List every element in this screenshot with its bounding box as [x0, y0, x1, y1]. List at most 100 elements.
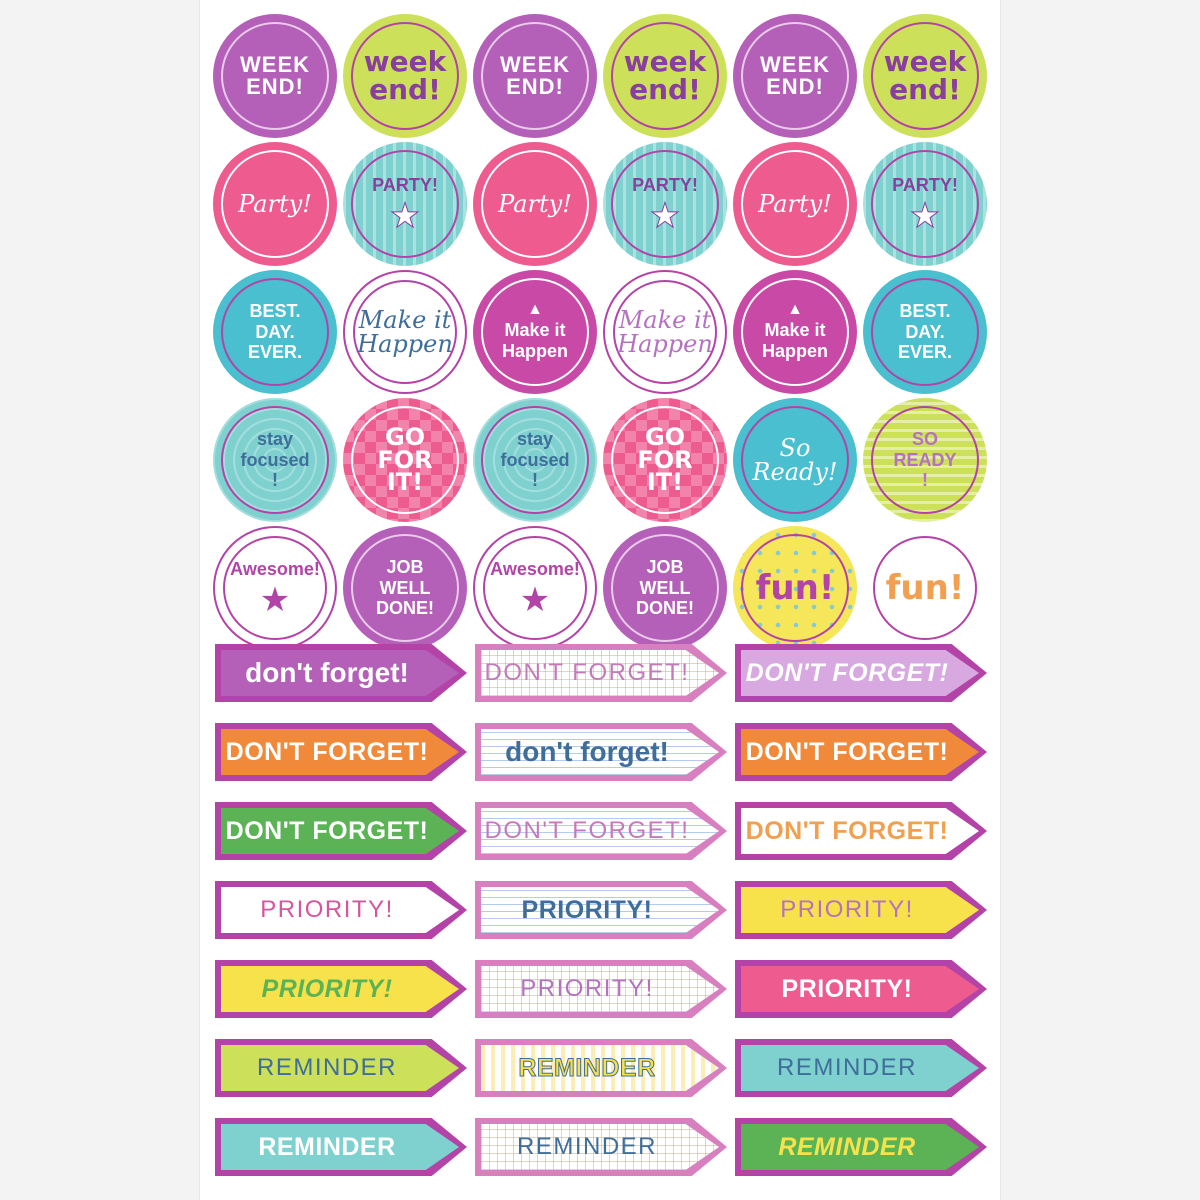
- arrow-label-sticker: REMINDER: [735, 1039, 987, 1097]
- arrow-label-sticker: PRIORITY!: [215, 960, 467, 1018]
- sticker-label: JOB WELL DONE!: [376, 556, 434, 619]
- arrow-label-grid: don't forget! DON'T FORGET! DON'T FORGET! D…: [215, 644, 987, 1176]
- sticker-text: Party!: [230, 192, 320, 216]
- arrow-label-text: PRIORITY!: [520, 975, 654, 1002]
- sticker-text: PARTY! ★: [364, 175, 446, 234]
- arrow-label-text: PRIORITY!: [260, 896, 394, 923]
- round-sticker: WEEK END!: [733, 14, 857, 138]
- arrow-label-text: REMINDER: [256, 1054, 397, 1081]
- arrow-fill: [221, 650, 459, 696]
- arrow-label-text: don't forget!: [505, 736, 669, 767]
- round-sticker: stay focused !: [473, 398, 597, 522]
- arrow-label-sticker: REMINDER: [475, 1118, 727, 1176]
- arrow-label-text: DON'T FORGET!: [745, 737, 949, 766]
- sticker-label: week end!: [883, 45, 967, 106]
- star-icon: ★: [259, 581, 291, 620]
- star-icon: ★: [389, 197, 421, 236]
- arrow-label-text: DON'T FORGET!: [745, 658, 949, 687]
- sticker-text: GO FOR IT!: [629, 425, 700, 494]
- sticker-text: ▲ Make it Happen: [754, 302, 836, 361]
- arrow-fill: [481, 887, 719, 933]
- round-sticker: ▲ Make it Happen: [473, 270, 597, 394]
- arrow-fill: [221, 887, 459, 933]
- round-sticker: JOB WELL DONE!: [603, 526, 727, 650]
- sticker-label: WEEK END!: [500, 52, 570, 99]
- sticker-label: Make it Happen: [357, 306, 453, 358]
- arrow-fill: [741, 887, 979, 933]
- sticker-text: GO FOR IT!: [369, 422, 440, 497]
- sticker-text: PARTY! ★: [884, 175, 966, 234]
- arrow-fill: [481, 650, 719, 696]
- arrow-fill: [481, 1045, 719, 1091]
- arrow-label-text: REMINDER: [258, 1132, 396, 1161]
- sticker-text: Awesome! ★: [482, 559, 588, 618]
- sticker-text: Party!: [490, 192, 580, 216]
- arrow-label-sticker: PRIORITY!: [475, 960, 727, 1018]
- sticker-text: ▲ Make it Happen: [494, 302, 576, 361]
- arrow-label-text: DON'T FORGET!: [225, 816, 429, 845]
- round-sticker: PARTY! ★: [863, 142, 987, 266]
- sticker-text: week end!: [356, 48, 454, 104]
- round-sticker: Party!: [213, 142, 337, 266]
- round-sticker: ▲ Make it Happen: [733, 270, 857, 394]
- sticker-label: BEST. DAY. EVER.: [247, 300, 303, 363]
- round-sticker: BEST. DAY. EVER.: [863, 270, 987, 394]
- round-sticker: Party!: [733, 142, 857, 266]
- arrow-fill: [221, 1124, 459, 1170]
- sticker-label: fun!: [755, 568, 835, 608]
- arrow-label-sticker: DON'T FORGET!: [475, 644, 727, 702]
- round-sticker: BEST. DAY. EVER.: [213, 270, 337, 394]
- arrow-label-sticker: DON'T FORGET!: [475, 802, 727, 860]
- star-icon: ★: [649, 197, 681, 236]
- round-sticker: WEEK END!: [213, 14, 337, 138]
- arrow-label-text: PRIORITY!: [781, 974, 913, 1003]
- sticker-label: SO READY !: [893, 428, 957, 491]
- sticker-label: Party!: [758, 190, 832, 218]
- arrow-label-text: REMINDER: [516, 1133, 657, 1160]
- round-sticker: Make it Happen: [603, 270, 727, 394]
- arrow-label-sticker: REMINDER: [215, 1118, 467, 1176]
- round-sticker: Party!: [473, 142, 597, 266]
- round-sticker: Make it Happen: [343, 270, 467, 394]
- sticker-text: Party!: [750, 192, 840, 216]
- sticker-text: JOB WELL DONE!: [368, 557, 442, 619]
- arrow-label-text: REMINDER: [518, 1053, 656, 1082]
- arrow-fill: [481, 729, 719, 775]
- sticker-label: PARTY!: [892, 174, 958, 195]
- arrow-label-sticker: PRIORITY!: [475, 881, 727, 939]
- arrow-label-sticker: DON'T FORGET!: [735, 802, 987, 860]
- sticker-text: stay focused !: [492, 429, 577, 491]
- sticker-text: SO READY !: [885, 429, 964, 491]
- round-sticker: SO READY !: [863, 398, 987, 522]
- sticker-label: fun!: [885, 568, 965, 608]
- round-sticker: JOB WELL DONE!: [343, 526, 467, 650]
- round-sticker: stay focused !: [213, 398, 337, 522]
- round-sticker: fun!: [863, 526, 987, 650]
- sticker-text: So Ready!: [744, 436, 845, 484]
- sticker-label: GO FOR IT!: [377, 422, 433, 497]
- arrow-label-sticker: REMINDER: [215, 1039, 467, 1097]
- arrow-label-text: REMINDER: [778, 1132, 916, 1161]
- sticker-text: PARTY! ★: [624, 175, 706, 234]
- sticker-label: PARTY!: [372, 174, 438, 195]
- round-sticker: PARTY! ★: [343, 142, 467, 266]
- sticker-label: Awesome!: [490, 558, 580, 579]
- arrow-fill: [741, 1045, 979, 1091]
- sticker-label: stay focused !: [240, 428, 310, 491]
- arrow-label-text: PRIORITY!: [521, 895, 653, 924]
- star-icon: ★: [909, 197, 941, 236]
- round-sticker: week end!: [863, 14, 987, 138]
- arrow-label-sticker: PRIORITY!: [735, 881, 987, 939]
- arrow-fill: [741, 966, 979, 1012]
- sticker-label: week end!: [623, 45, 707, 106]
- round-sticker: Awesome! ★: [473, 526, 597, 650]
- arrow-fill: [481, 808, 719, 854]
- round-sticker-grid: WEEK END! week end! WEEK END! week end! WEEK…: [213, 14, 987, 650]
- arrow-label-sticker: REMINDER: [735, 1118, 987, 1176]
- arrow-fill: [481, 966, 719, 1012]
- sticker-text: Awesome! ★: [222, 559, 328, 618]
- arrow-fill: [741, 729, 979, 775]
- sticker-label: WEEK END!: [240, 52, 310, 99]
- arrow-fill: [741, 650, 979, 696]
- arrow-fill: [481, 1124, 719, 1170]
